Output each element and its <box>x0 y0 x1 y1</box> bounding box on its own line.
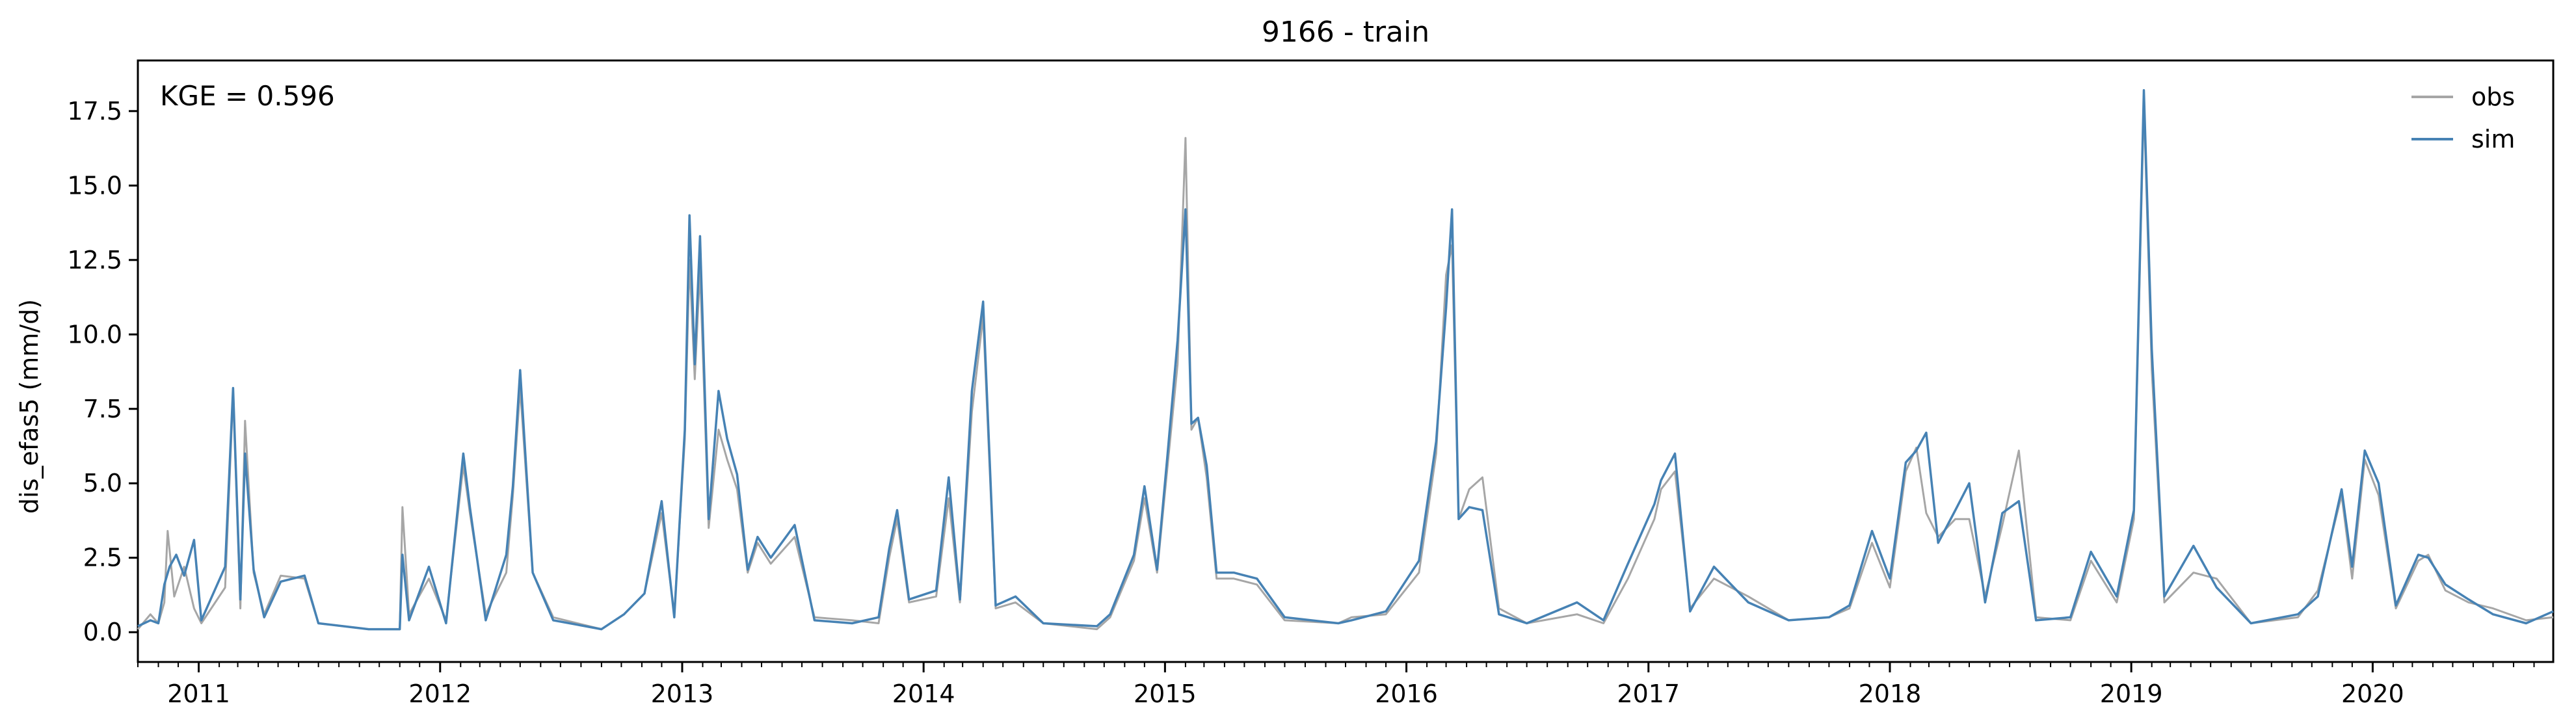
kge-annotation: KGE = 0.596 <box>160 80 335 112</box>
x-tick-label: 2020 <box>2341 680 2404 708</box>
legend-obs-label: obs <box>2471 83 2515 111</box>
x-tick-label: 2017 <box>1617 680 1680 708</box>
y-tick-label: 10.0 <box>67 320 122 349</box>
x-tick-label: 2013 <box>651 680 714 708</box>
y-tick-label: 7.5 <box>83 395 122 423</box>
y-tick-label: 17.5 <box>67 97 122 126</box>
x-tick-label: 2019 <box>2100 680 2163 708</box>
x-axis-ticks: 2011 2012 2013 2014 2015 2016 2017 2018 2019 2020 <box>137 662 2535 708</box>
legend: obs sim <box>2411 83 2515 153</box>
series-line-sim <box>137 89 2554 631</box>
x-tick-label: 2011 <box>167 680 230 708</box>
y-tick-label: 12.5 <box>67 246 122 274</box>
x-tick-label: 2018 <box>1859 680 1922 708</box>
y-axis-label: dis_efas5 (mm/d) <box>15 299 44 514</box>
plot-area <box>137 59 2555 663</box>
y-tick-label: 15.0 <box>67 171 122 200</box>
chart-title: 9166 - train <box>1262 16 1429 49</box>
x-tick-label: 2012 <box>408 680 471 708</box>
y-tick-label: 5.0 <box>83 469 122 497</box>
legend-sim-label: sim <box>2471 125 2515 153</box>
x-tick-label: 2015 <box>1134 680 1197 708</box>
y-tick-label: 2.5 <box>83 544 122 572</box>
x-tick-label: 2016 <box>1375 680 1438 708</box>
y-axis-ticks: 0.0 2.5 5.0 7.5 10.0 12.5 15.0 17.5 <box>67 97 138 646</box>
y-tick-label: 0.0 <box>83 618 122 646</box>
x-tick-label: 2014 <box>892 680 955 708</box>
series-layer <box>137 89 2554 631</box>
